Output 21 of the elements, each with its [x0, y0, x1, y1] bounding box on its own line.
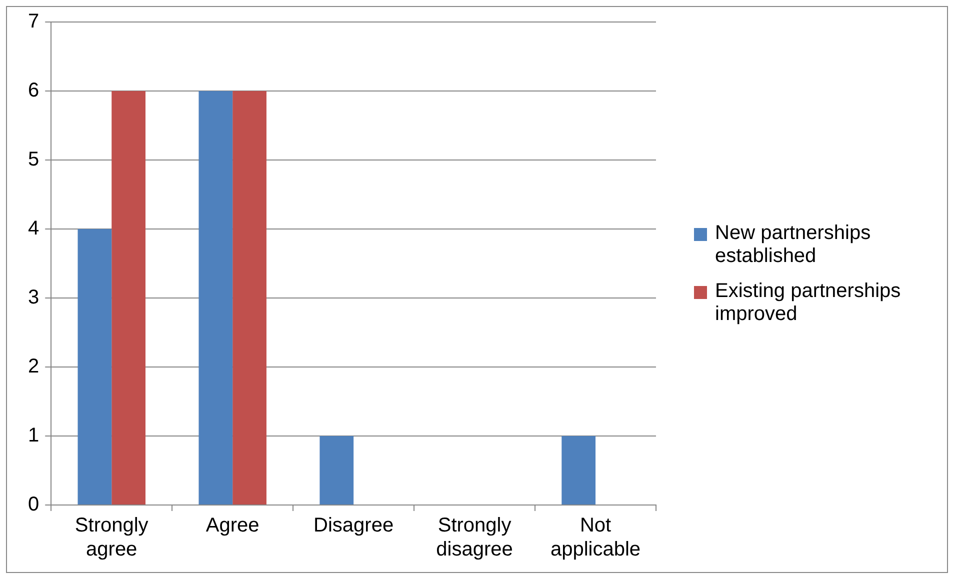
bar	[562, 436, 596, 504]
bar	[78, 229, 112, 504]
y-tick-label: 1	[28, 424, 40, 447]
y-tick-label: 4	[28, 218, 40, 240]
x-tick-label: Strongly disagree	[436, 514, 513, 561]
bar	[198, 91, 233, 504]
y-tick-label: 6	[28, 80, 40, 102]
y-tick-label: 2	[28, 356, 40, 378]
x-tick-label: Strongly agree	[74, 514, 148, 561]
x-tick-label: Agree	[206, 514, 260, 537]
legend-label: Existing partnerships improved	[715, 280, 902, 326]
bar	[112, 91, 146, 504]
y-tick-label: 0	[28, 494, 40, 516]
legend-label: New partnerships established	[715, 222, 872, 268]
y-tick-label: 3	[28, 286, 40, 309]
bar	[232, 91, 266, 504]
y-tick-label: 5	[28, 148, 40, 171]
bar	[320, 436, 354, 504]
y-tick-label: 7	[28, 10, 40, 33]
x-tick-label: Disagree	[314, 514, 394, 537]
x-tick-label: Not applicable	[550, 514, 641, 561]
